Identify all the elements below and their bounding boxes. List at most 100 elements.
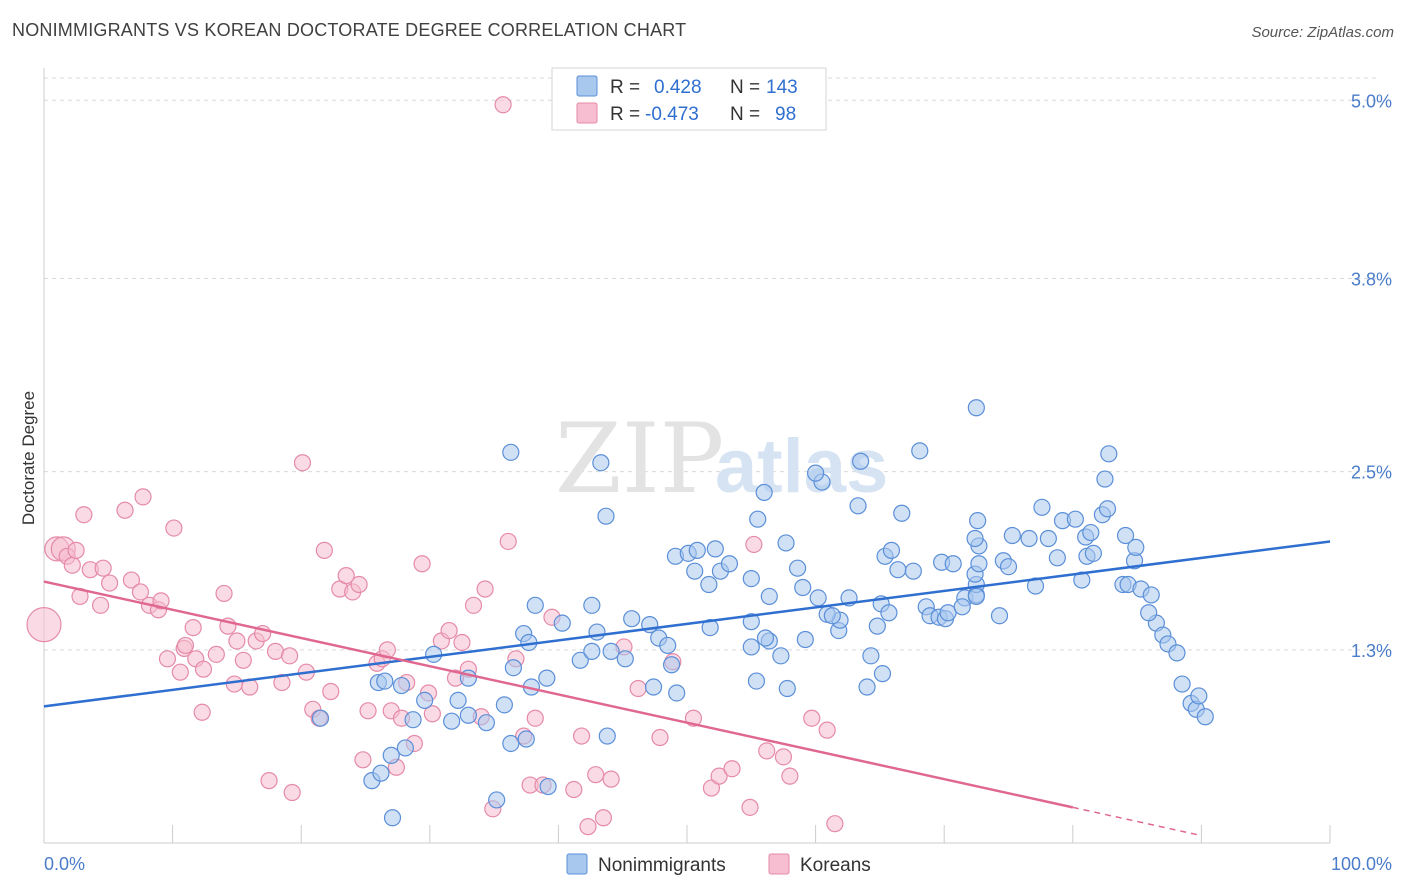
korean-point-12 <box>116 501 134 519</box>
korean-point-41 <box>283 783 301 802</box>
korean-point-10 <box>94 559 112 577</box>
x-tick-label-max: 100.0% <box>1331 854 1392 874</box>
nonimmigrant-point-20 <box>502 443 520 461</box>
nonimmigrant-point-30 <box>571 651 589 669</box>
korean-point-64 <box>423 705 441 723</box>
nonimmigrant-point-125 <box>1084 544 1102 562</box>
korean-point-29 <box>215 584 233 603</box>
korean-point-4 <box>63 556 81 574</box>
nonimmigrant-point-71 <box>809 589 827 607</box>
nonimmigrant-point-4 <box>383 809 402 827</box>
y-tick-label-2: 3.8% <box>1351 270 1392 290</box>
y-tick-label-1: 2.5% <box>1351 463 1392 483</box>
korean-point-103 <box>826 815 844 833</box>
nonimmigrant-point-10 <box>416 691 434 709</box>
nonimmigrant-point-43 <box>659 636 677 655</box>
nonimmigrant-point-54 <box>720 555 739 573</box>
nonimmigrant-point-52 <box>700 575 718 594</box>
y-axis-title: Doctorate Degree <box>19 391 38 525</box>
nonimmigrant-point-128 <box>1096 470 1114 488</box>
nonimmigrant-point-0 <box>311 709 330 727</box>
grid-lines <box>44 77 1380 651</box>
korean-point-49 <box>337 567 355 585</box>
nonimmigrant-point-116 <box>1039 529 1057 548</box>
korean-point-62 <box>413 555 431 573</box>
korean-point-24 <box>184 619 202 637</box>
nonimmigrant-point-28 <box>553 614 571 632</box>
nonimmigrant-point-138 <box>1140 604 1158 622</box>
korean-point-5 <box>67 541 85 559</box>
korean-point-96 <box>741 798 759 816</box>
korean-point-94 <box>710 767 728 785</box>
nonimmigrant-point-129 <box>1100 445 1118 463</box>
nonimmigrant-point-57 <box>747 672 766 690</box>
nonimmigrant-point-38 <box>616 650 634 668</box>
korean-point-11 <box>100 574 119 592</box>
korean-point-20 <box>165 519 183 537</box>
nonimmigrant-point-48 <box>688 541 706 559</box>
korean-point-101 <box>803 709 821 727</box>
watermark-zip: ZIP <box>555 403 724 515</box>
bottom-legend: Nonimmigrants Koreans <box>566 853 871 876</box>
korean-point-89 <box>629 679 647 698</box>
legend-box <box>551 67 827 131</box>
korean-point-21 <box>171 663 189 681</box>
nonimmigrant-point-39 <box>623 610 641 628</box>
nonimmigrant-point-110 <box>990 607 1009 625</box>
nonimmigrant-point-114 <box>1020 529 1038 548</box>
nonimmigrant-point-6 <box>404 711 422 729</box>
korean-point-47 <box>322 682 340 701</box>
nonimmigrant-point-50 <box>701 619 719 637</box>
nonimmigrant-point-53 <box>706 540 724 558</box>
nonimmigrant-point-101 <box>953 598 971 616</box>
nonimmigrant-point-91 <box>911 442 929 460</box>
bottom-legend-koreans: Koreans <box>800 855 871 876</box>
trend-lines <box>43 540 1331 837</box>
korean-point-79 <box>526 709 544 727</box>
nonimmigrant-point-11 <box>425 645 443 663</box>
nonimmigrant-point-18 <box>495 696 513 714</box>
x-tick-labels: 0.0% 100.0% <box>44 854 1392 874</box>
nonimmigrant-point-56 <box>742 613 760 631</box>
nonimmigrant-point-22 <box>538 669 556 687</box>
nonimmigrant-point-23 <box>539 777 557 796</box>
nonimmigrant-point-120 <box>1066 510 1084 528</box>
nonimmigrant-point-59 <box>755 483 773 502</box>
nonimmigrant-point-60 <box>742 638 760 656</box>
nonimmigrant-point-131 <box>1116 526 1135 545</box>
korean-point-46 <box>315 541 333 559</box>
korean-point-19 <box>158 650 177 668</box>
nonimmigrant-point-123 <box>1082 523 1100 542</box>
nonimmigrant-point-58 <box>749 510 767 528</box>
nonimmigrant-point-25 <box>504 659 522 677</box>
korean-point-18 <box>152 592 170 610</box>
nonimmigrant-point-64 <box>772 647 790 665</box>
nonimmigrant-point-41 <box>644 678 663 696</box>
korean-point-102 <box>818 721 836 739</box>
nonimmigrant-point-78 <box>852 452 870 470</box>
korean-point-98 <box>758 742 776 760</box>
legend-n-value-1: 98 <box>775 104 796 125</box>
korean-point-70 <box>464 596 483 614</box>
nonimmigrant-point-112 <box>999 558 1018 576</box>
nonimmigrant-point-133 <box>1127 538 1145 556</box>
legend-r-value-0: 0.428 <box>654 77 702 98</box>
legend-swatch-koreans <box>576 102 598 124</box>
nonimmigrant-point-63 <box>756 629 775 647</box>
bottom-legend-nonimmigrants: Nonimmigrants <box>598 855 726 876</box>
nonimmigrant-point-145 <box>1196 708 1214 726</box>
korean-point-13 <box>122 571 141 589</box>
korean-point-9 <box>91 596 110 614</box>
nonimmigrant-point-44 <box>668 684 686 702</box>
chart-title: NONIMMIGRANTS VS KOREAN DOCTORATE DEGREE… <box>12 20 687 40</box>
korean-point-72 <box>476 580 494 598</box>
nonimmigrant-point-55 <box>742 569 760 588</box>
nonimmigrant-point-85 <box>880 604 898 622</box>
nonimmigrant-point-66 <box>777 534 795 552</box>
nonimmigrant-point-127 <box>1098 500 1117 518</box>
korean-trend-line-extension <box>1072 806 1202 837</box>
korean-point-83 <box>572 727 591 745</box>
korean-point-38 <box>266 642 285 660</box>
nonimmigrant-point-142 <box>1173 675 1191 693</box>
